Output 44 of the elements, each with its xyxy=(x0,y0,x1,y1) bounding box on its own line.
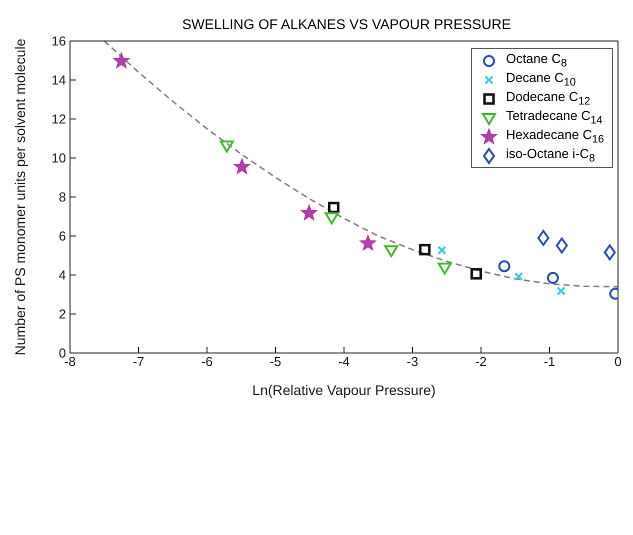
y-axis-title: Number of PS monomer units per solvent molecule xyxy=(12,38,28,356)
point xyxy=(419,244,431,256)
point xyxy=(328,202,340,214)
y-tick-label: 12 xyxy=(52,112,66,127)
x-axis-title: Ln(Relative Vapour Pressure) xyxy=(252,382,436,398)
point xyxy=(437,246,446,255)
y-tick-label: 4 xyxy=(58,268,66,283)
point xyxy=(384,245,398,258)
y-tick-label: 14 xyxy=(52,72,66,88)
y-tick-label: 10 xyxy=(52,150,66,166)
legend-label: Dodecane C$_{12}$ xyxy=(506,89,590,108)
point xyxy=(360,234,376,250)
x-tick-label: -2 xyxy=(475,354,487,370)
x-tick-label: -3 xyxy=(406,354,418,370)
point xyxy=(438,262,452,275)
point xyxy=(514,272,524,282)
point xyxy=(556,286,566,296)
y-tick-label: 16 xyxy=(52,34,66,49)
x-tick-label: -1 xyxy=(544,354,556,370)
point xyxy=(537,230,550,246)
x-tick-label: -7 xyxy=(132,354,144,370)
point xyxy=(604,244,616,260)
point xyxy=(113,52,130,68)
point xyxy=(324,212,339,224)
x-tick-label: -4 xyxy=(338,354,350,370)
x-tick-label: 0 xyxy=(614,354,622,370)
x-tick-label: -6 xyxy=(201,354,213,370)
legend-label: Decane C$_{10}$ xyxy=(506,70,576,89)
point xyxy=(498,260,510,272)
chart-title: SWELLING OF ALKANES VS VAPOUR PRESSURE xyxy=(181,16,512,32)
point xyxy=(470,268,482,280)
legend-label: iso-Octane i-C$_{8}$ xyxy=(506,146,596,165)
point xyxy=(300,204,318,220)
legend-label: Hexadecane C$_{16}$ xyxy=(506,127,604,146)
x-tick-label: -5 xyxy=(270,354,282,370)
x-tick-label: -8 xyxy=(64,354,76,370)
y-tick-label: 8 xyxy=(58,190,66,205)
point xyxy=(556,238,568,254)
point xyxy=(234,158,250,174)
legend-label: Octane C$_{8}$ xyxy=(506,51,567,70)
y-tick-label: 6 xyxy=(58,228,66,244)
y-tick-label: 2 xyxy=(58,306,66,322)
legend-label: Tetradecane C$_{14}$ xyxy=(506,108,603,127)
point xyxy=(546,272,559,284)
